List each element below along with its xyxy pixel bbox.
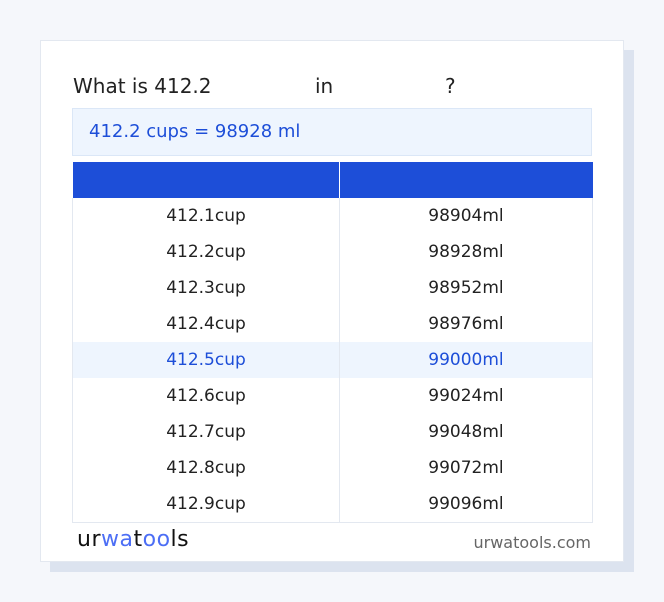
question-title: What is 412.2 in ? <box>73 74 456 194</box>
table-row: 412.2cup 98928ml <box>72 234 594 270</box>
table-row: 412.8cup 99072ml <box>72 450 594 486</box>
ml-value-cell: 99024ml <box>338 378 594 414</box>
cup-value-cell: 412.8cup <box>72 450 340 486</box>
ml-value-cell: 98928ml <box>338 234 594 270</box>
urwatools-logo: urwatools <box>77 527 190 552</box>
cup-value-cell: 412.3cup <box>72 270 340 306</box>
table-row: 412.4cup 98976ml <box>72 306 594 342</box>
conversion-table: 412.1cup 98904ml 412.2cup 98928ml 412.3cup 98… <box>72 162 594 523</box>
table-row: 412.7cup 99048ml <box>72 414 594 450</box>
cup-value-cell: 412.2cup <box>72 234 340 270</box>
column-header-to <box>338 162 593 198</box>
ml-value-cell: 99048ml <box>338 414 594 450</box>
title-suffix: ? <box>445 74 456 98</box>
cup-value-cell: 412.6cup <box>72 378 340 414</box>
ml-value-cell: 98976ml <box>338 306 594 342</box>
site-url: urwatools.com <box>473 533 592 552</box>
cup-value-cell: 412.9cup <box>72 486 340 523</box>
cup-value-cell: 412.7cup <box>72 414 340 450</box>
table-row: 412.6cup 99024ml <box>72 378 594 414</box>
cup-value-cell: 412.5cup <box>72 342 340 378</box>
ml-value-cell: 99096ml <box>338 486 594 523</box>
table-row: 412.9cup 99096ml <box>72 486 594 523</box>
cup-value-cell: 412.4cup <box>72 306 340 342</box>
ml-value-cell: 99000ml <box>338 342 594 378</box>
ml-value-cell: 99072ml <box>338 450 594 486</box>
table-row: 412.1cup 98904ml <box>72 198 594 234</box>
ml-value-cell: 98952ml <box>338 270 594 306</box>
title-prefix: What is 412.2 <box>73 74 212 98</box>
result-box: 412.2 cups = 98928 ml <box>72 108 592 156</box>
cup-value-cell: 412.1cup <box>72 198 340 234</box>
conversion-card: What is 412.2 in ? 412.2 cups = 98928 ml… <box>40 40 624 562</box>
column-header-from <box>72 162 340 198</box>
title-middle: in <box>315 74 334 98</box>
table-row: 412.3cup 98952ml <box>72 270 594 306</box>
ml-value-cell: 98904ml <box>338 198 594 234</box>
table-row: 412.5cup 99000ml <box>72 342 594 378</box>
